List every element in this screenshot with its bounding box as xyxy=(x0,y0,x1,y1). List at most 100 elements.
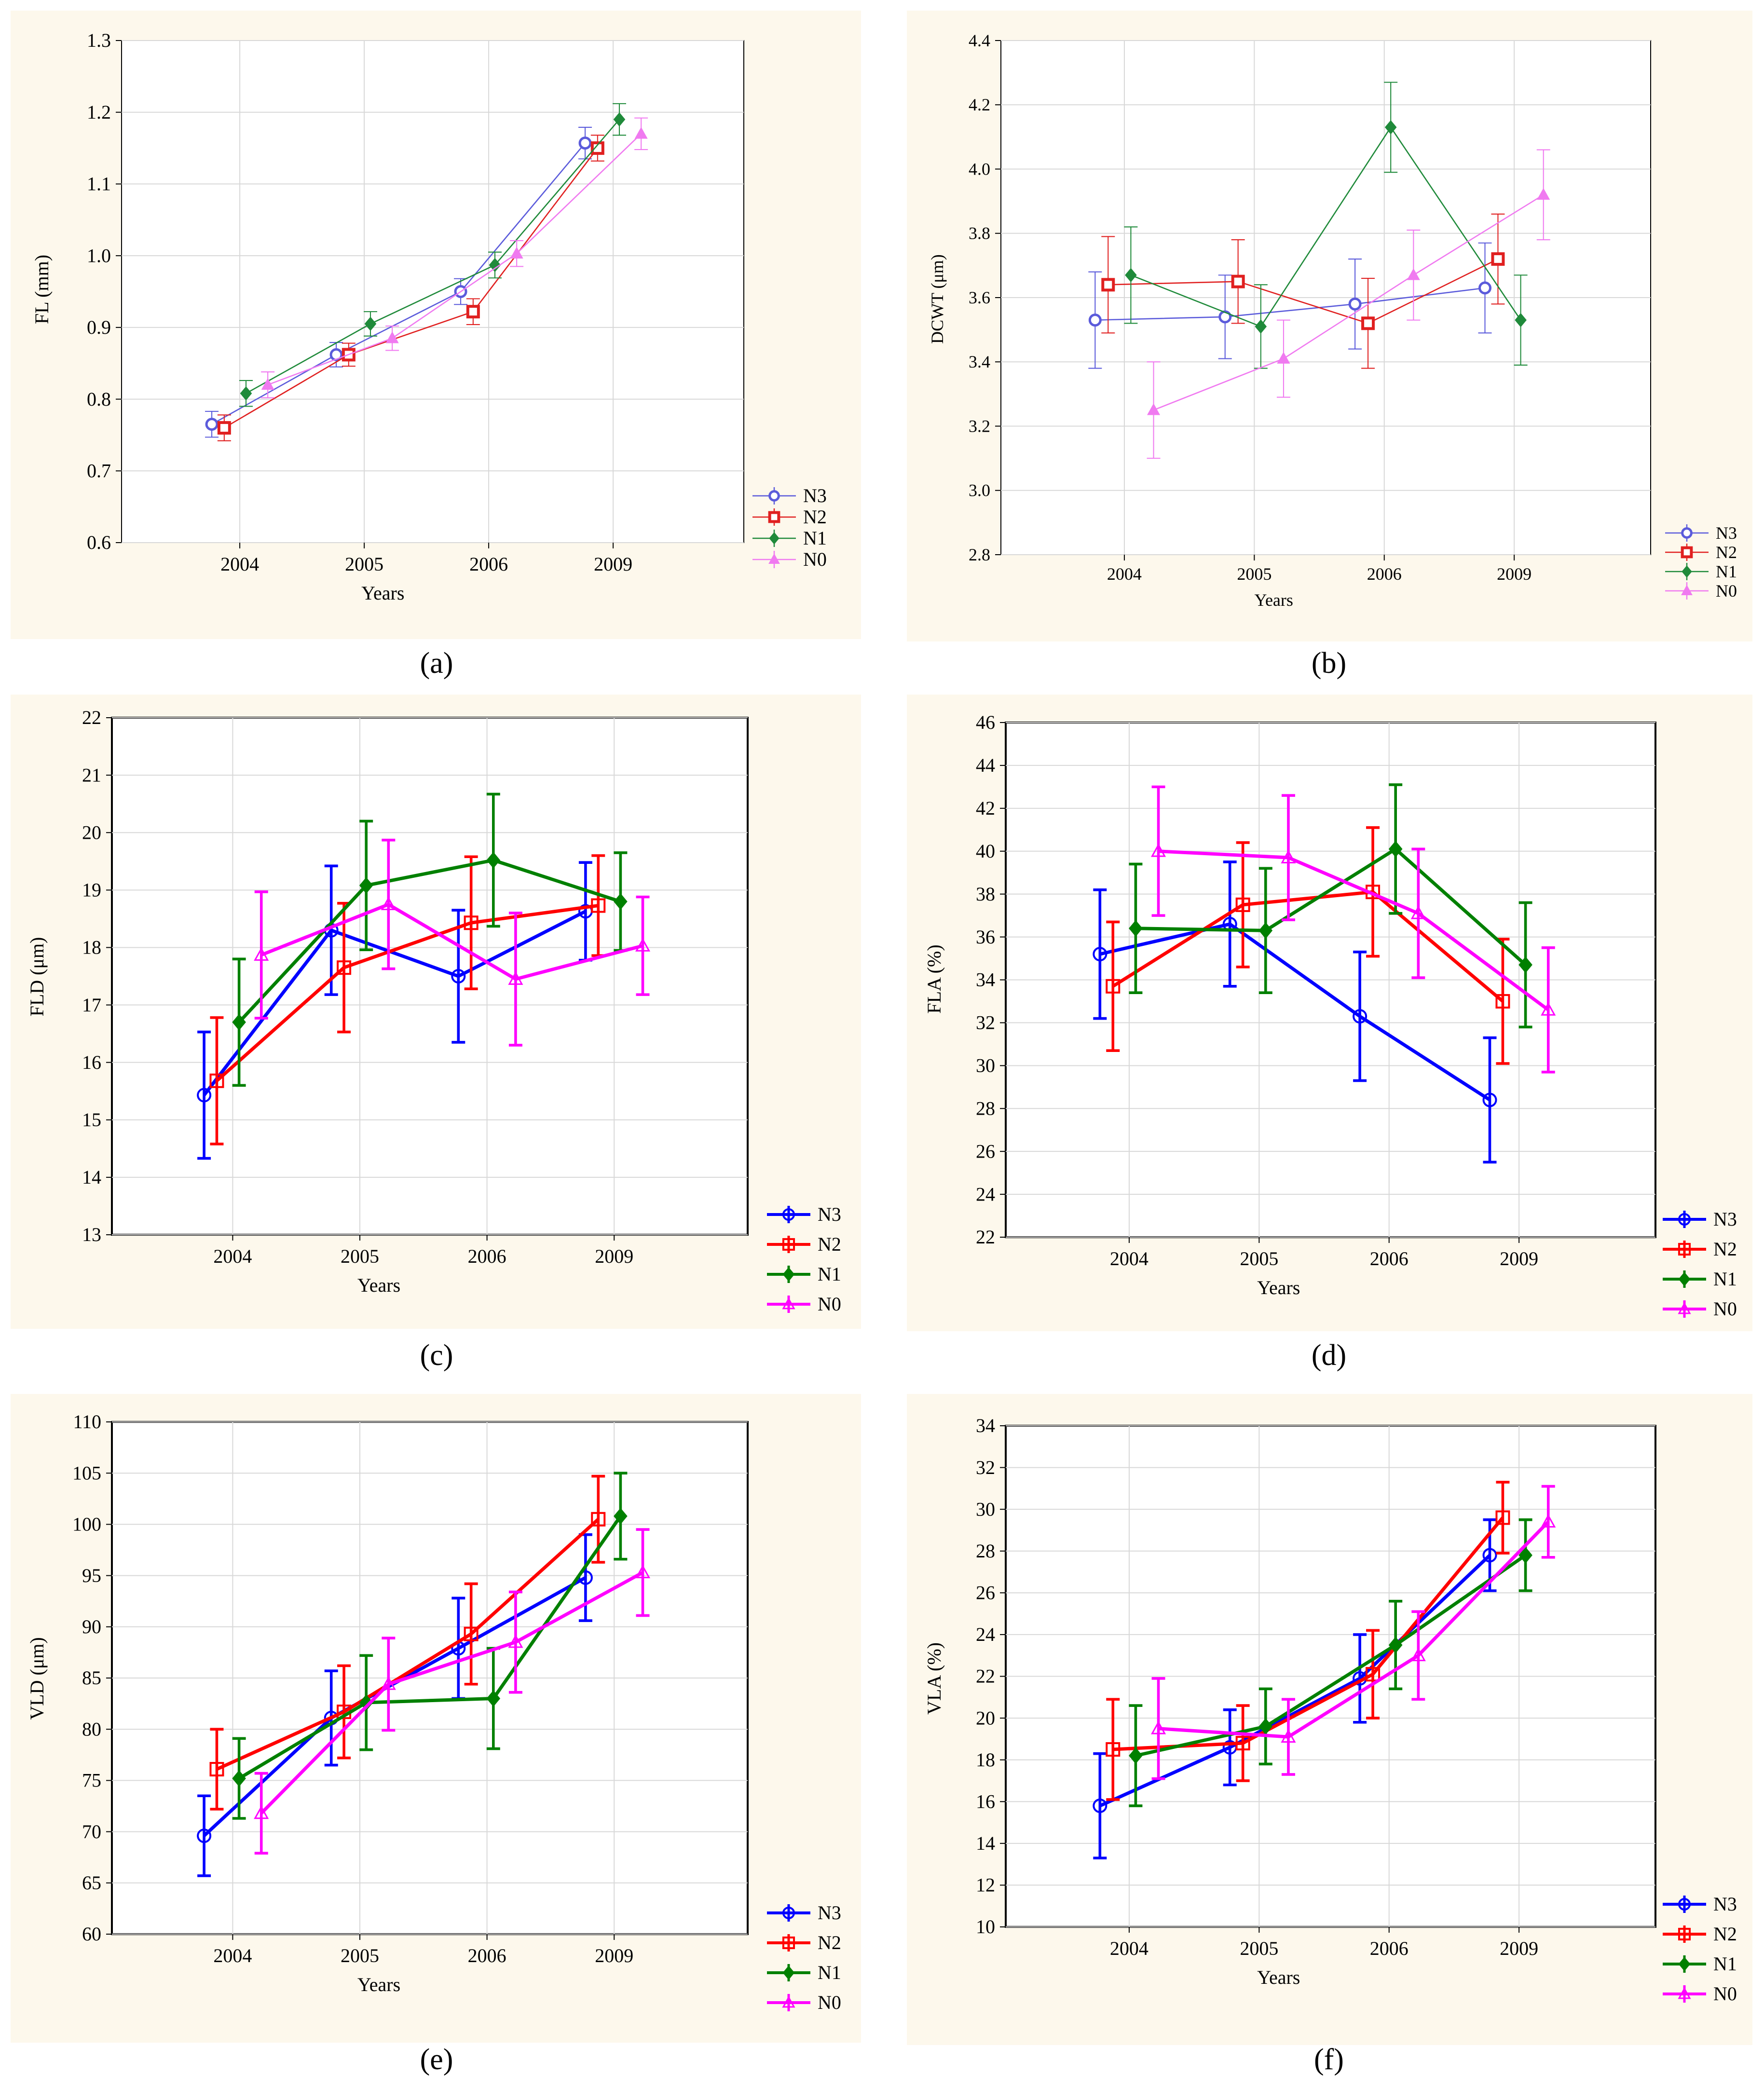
legend-label-N0: N0 xyxy=(1713,1298,1737,1320)
x-tick-label: 2009 xyxy=(1500,1248,1538,1269)
y-tick-label: 18 xyxy=(976,1749,995,1771)
data-point xyxy=(614,893,628,910)
series-N0 xyxy=(1147,149,1550,459)
legend-marker xyxy=(1678,1272,1691,1286)
data-point xyxy=(1106,979,1121,994)
y-tick-label: 26 xyxy=(976,1582,995,1604)
x-tick-label: 2004 xyxy=(220,553,259,575)
y-tick-label: 34 xyxy=(976,1415,995,1436)
data-point xyxy=(381,897,396,911)
x-tick-label: 2009 xyxy=(595,1245,633,1267)
chart-b: 2.8 3.0 3.2 3.4 3.6 3.8 4.0 4.2 4.4 2004 2005 2006 2… xyxy=(907,11,1752,680)
data-point xyxy=(489,258,501,273)
data-point xyxy=(591,898,606,913)
data-point xyxy=(1088,314,1102,327)
caption-a: (a) xyxy=(420,647,453,680)
y-tick-label: 36 xyxy=(976,926,995,948)
data-point xyxy=(197,1829,212,1843)
legend-marker xyxy=(782,1208,795,1221)
legend-label-N1: N1 xyxy=(1716,562,1737,581)
y-tick-label: 42 xyxy=(976,797,995,819)
y-axis-label: VLD (μm) xyxy=(26,1637,48,1720)
series-line xyxy=(267,133,642,386)
legend-marker xyxy=(1678,1927,1691,1941)
legend-label-N1: N1 xyxy=(1713,1268,1737,1290)
data-point xyxy=(1281,1729,1296,1743)
series-line xyxy=(260,1571,644,1815)
y-tick-label: 22 xyxy=(82,707,101,728)
y-tick-label: 24 xyxy=(976,1183,995,1205)
chart-a: 0.6 0.7 0.8 0.9 1.0 1.1 1.2 1.3 2004 2005 2006 2009… xyxy=(11,11,861,680)
y-tick-label: 75 xyxy=(82,1770,101,1791)
data-point xyxy=(1518,956,1532,973)
legend-marker xyxy=(1678,1213,1691,1226)
series-N3 xyxy=(1088,242,1492,369)
x-tick-label: 2005 xyxy=(1240,1248,1278,1269)
y-tick-label: 14 xyxy=(976,1832,995,1854)
data-point xyxy=(329,348,343,361)
data-point xyxy=(1129,920,1143,937)
data-point xyxy=(486,1690,501,1707)
x-axis-label: Years xyxy=(1255,590,1293,610)
series-line xyxy=(1135,846,1527,966)
y-tick-label: 0.8 xyxy=(87,388,111,410)
series-N0 xyxy=(254,838,651,1047)
series-line xyxy=(246,119,620,394)
y-tick-label: 2.8 xyxy=(969,545,990,564)
data-point xyxy=(1478,281,1492,295)
data-point xyxy=(1106,1742,1121,1757)
data-point xyxy=(1348,297,1362,311)
data-point xyxy=(634,127,648,139)
x-tick-label: 2005 xyxy=(1240,1938,1278,1959)
legend-label-N2: N2 xyxy=(1716,543,1737,562)
legend-label-N3: N3 xyxy=(1713,1208,1737,1230)
data-point xyxy=(1541,1514,1556,1528)
data-point xyxy=(385,331,399,343)
data-point xyxy=(1384,120,1397,135)
chart-e: 60 65 70 75 80 85 90 95 100 105 110 2004 2005 2006 200… xyxy=(11,1394,861,2076)
x-tick-label: 2006 xyxy=(468,1245,506,1267)
legend-label-N1: N1 xyxy=(818,1263,841,1285)
series-line xyxy=(238,858,621,1024)
data-point xyxy=(1231,274,1245,288)
data-point xyxy=(1495,1510,1510,1525)
series-N2 xyxy=(209,854,606,1146)
y-tick-label: 3.6 xyxy=(969,288,990,307)
data-point xyxy=(486,852,501,869)
y-tick-label: 15 xyxy=(82,1109,101,1131)
data-point xyxy=(1235,1736,1250,1751)
y-tick-label: 4.4 xyxy=(969,31,990,50)
legend-marker xyxy=(1678,1302,1691,1314)
data-point xyxy=(205,418,219,431)
legend-marker xyxy=(1681,527,1693,539)
y-tick-label: 1.2 xyxy=(87,101,111,123)
data-point xyxy=(217,421,231,435)
data-point xyxy=(359,877,373,894)
y-tick-label: 4.0 xyxy=(969,159,990,178)
x-tick-label: 2009 xyxy=(595,1945,633,1966)
series-N3 xyxy=(197,861,593,1160)
series-line xyxy=(203,910,587,1096)
legend-marker xyxy=(768,511,780,523)
data-point xyxy=(1410,905,1426,919)
caption-c: (c) xyxy=(420,1339,453,1372)
y-tick-label: 10 xyxy=(976,1916,995,1938)
data-point xyxy=(590,141,604,155)
series-N2 xyxy=(1101,213,1505,369)
legend-label-N3: N3 xyxy=(818,1902,841,1924)
y-tick-label: 32 xyxy=(976,1012,995,1034)
x-axis-label: Years xyxy=(1257,1966,1300,1988)
series-line xyxy=(1158,849,1549,1011)
x-tick-label: 2004 xyxy=(213,1245,252,1267)
y-tick-label: 19 xyxy=(82,879,101,901)
legend-marker xyxy=(782,1995,795,2008)
data-point xyxy=(209,1073,224,1088)
data-point xyxy=(1150,1720,1166,1734)
data-point xyxy=(1407,268,1420,280)
data-point xyxy=(1482,1092,1497,1107)
x-axis-label: Years xyxy=(357,1974,400,1995)
data-point xyxy=(232,1014,246,1031)
